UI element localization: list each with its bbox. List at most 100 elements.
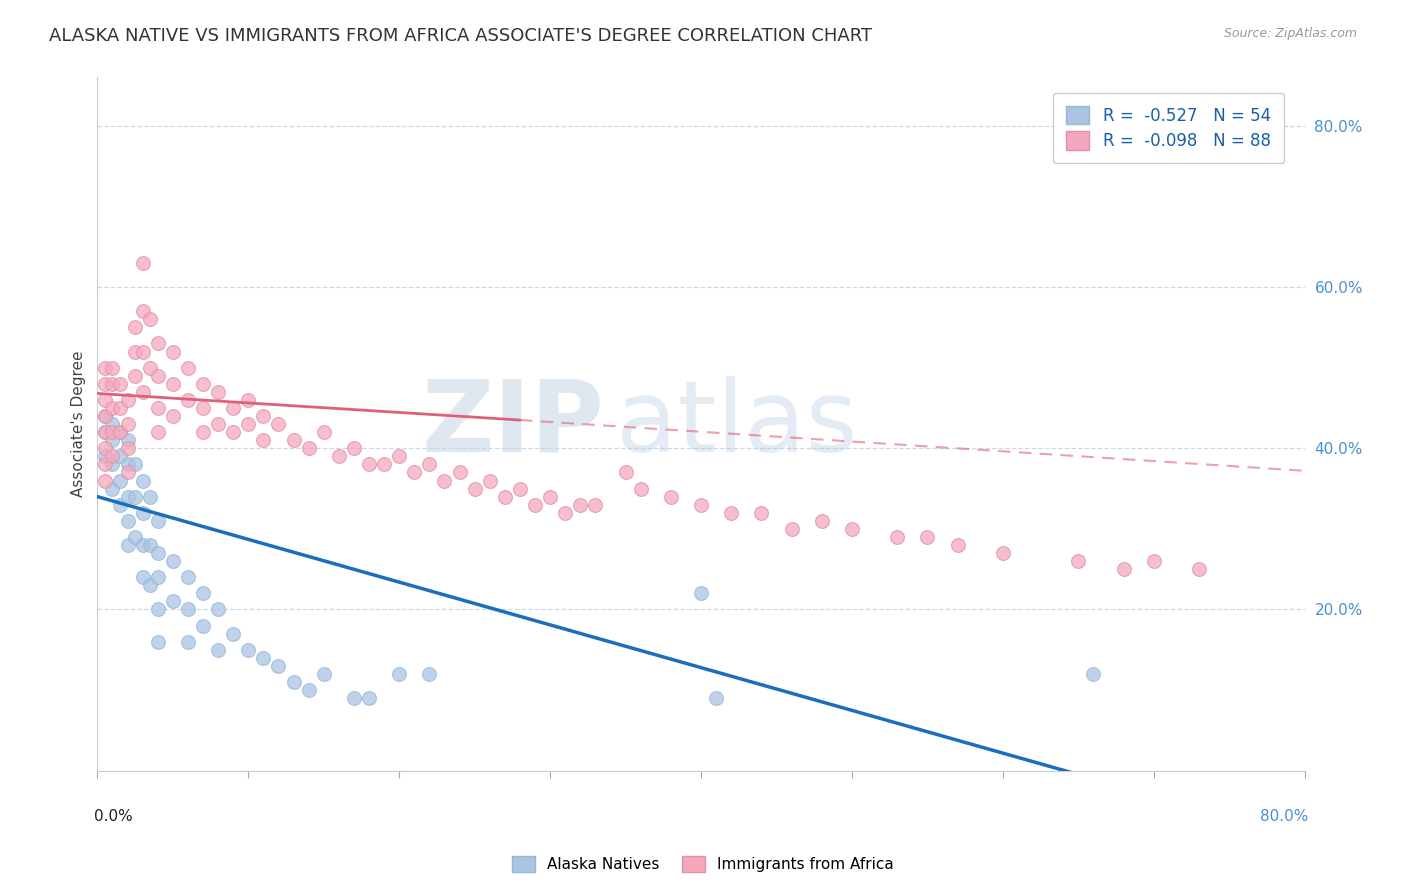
Point bbox=[131, 474, 153, 488]
Text: atlas: atlas bbox=[616, 376, 858, 473]
Point bbox=[464, 482, 486, 496]
Point bbox=[94, 409, 117, 423]
Point bbox=[177, 392, 200, 407]
Point bbox=[146, 425, 169, 439]
Point bbox=[101, 433, 124, 447]
Text: Source: ZipAtlas.com: Source: ZipAtlas.com bbox=[1223, 27, 1357, 40]
Point bbox=[146, 634, 169, 648]
Point bbox=[94, 360, 117, 375]
Point bbox=[222, 401, 245, 415]
Point bbox=[433, 474, 456, 488]
Point bbox=[124, 530, 146, 544]
Point bbox=[418, 458, 440, 472]
Point bbox=[131, 344, 153, 359]
Point bbox=[146, 570, 169, 584]
Point bbox=[312, 667, 335, 681]
Point bbox=[108, 376, 131, 391]
Point bbox=[191, 618, 214, 632]
Legend: Alaska Natives, Immigrants from Africa: Alaska Natives, Immigrants from Africa bbox=[505, 848, 901, 880]
Text: ALASKA NATIVE VS IMMIGRANTS FROM AFRICA ASSOCIATE'S DEGREE CORRELATION CHART: ALASKA NATIVE VS IMMIGRANTS FROM AFRICA … bbox=[49, 27, 872, 45]
Point bbox=[298, 442, 321, 456]
Point bbox=[124, 458, 146, 472]
Point bbox=[343, 442, 366, 456]
Point bbox=[139, 578, 162, 592]
Point bbox=[117, 490, 139, 504]
Point bbox=[108, 450, 131, 464]
Point bbox=[146, 514, 169, 528]
Point bbox=[94, 442, 117, 456]
Point bbox=[252, 433, 274, 447]
Point bbox=[1188, 562, 1211, 576]
Text: 0.0%: 0.0% bbox=[94, 809, 132, 824]
Point bbox=[101, 450, 124, 464]
Point bbox=[283, 675, 305, 690]
Point bbox=[191, 586, 214, 600]
Point bbox=[177, 570, 200, 584]
Point bbox=[131, 570, 153, 584]
Text: ZIP: ZIP bbox=[422, 376, 605, 473]
Point bbox=[751, 506, 773, 520]
Point bbox=[117, 392, 139, 407]
Point bbox=[252, 409, 274, 423]
Point bbox=[146, 546, 169, 560]
Point bbox=[810, 514, 832, 528]
Point bbox=[538, 490, 561, 504]
Point bbox=[162, 376, 184, 391]
Point bbox=[101, 360, 124, 375]
Point bbox=[146, 602, 169, 616]
Point bbox=[131, 304, 153, 318]
Y-axis label: Associate's Degree: Associate's Degree bbox=[72, 351, 86, 498]
Point bbox=[312, 425, 335, 439]
Point bbox=[101, 458, 124, 472]
Point bbox=[343, 691, 366, 706]
Point bbox=[418, 667, 440, 681]
Point bbox=[207, 602, 229, 616]
Point bbox=[191, 401, 214, 415]
Point bbox=[404, 466, 426, 480]
Point bbox=[146, 401, 169, 415]
Point bbox=[108, 425, 131, 439]
Point bbox=[917, 530, 939, 544]
Point bbox=[191, 425, 214, 439]
Point bbox=[207, 384, 229, 399]
Point bbox=[328, 450, 350, 464]
Point bbox=[162, 594, 184, 608]
Point bbox=[94, 392, 117, 407]
Point bbox=[117, 417, 139, 431]
Point bbox=[94, 458, 117, 472]
Point bbox=[131, 256, 153, 270]
Point bbox=[94, 425, 117, 439]
Point bbox=[117, 514, 139, 528]
Point bbox=[267, 417, 290, 431]
Point bbox=[524, 498, 547, 512]
Point bbox=[388, 667, 411, 681]
Point bbox=[630, 482, 652, 496]
Point bbox=[108, 401, 131, 415]
Point bbox=[267, 659, 290, 673]
Point bbox=[946, 538, 969, 552]
Point bbox=[690, 498, 713, 512]
Point bbox=[94, 409, 117, 423]
Point bbox=[101, 482, 124, 496]
Point bbox=[373, 458, 395, 472]
Point bbox=[388, 450, 411, 464]
Point bbox=[94, 474, 117, 488]
Point bbox=[283, 433, 305, 447]
Point bbox=[659, 490, 682, 504]
Point bbox=[222, 626, 245, 640]
Point bbox=[124, 490, 146, 504]
Point bbox=[117, 466, 139, 480]
Point bbox=[357, 458, 380, 472]
Point bbox=[191, 376, 214, 391]
Point bbox=[108, 498, 131, 512]
Point bbox=[780, 522, 803, 536]
Point bbox=[478, 474, 501, 488]
Point bbox=[177, 360, 200, 375]
Point bbox=[124, 320, 146, 334]
Point bbox=[94, 376, 117, 391]
Point bbox=[162, 409, 184, 423]
Point bbox=[222, 425, 245, 439]
Point bbox=[162, 344, 184, 359]
Point bbox=[139, 538, 162, 552]
Point bbox=[841, 522, 863, 536]
